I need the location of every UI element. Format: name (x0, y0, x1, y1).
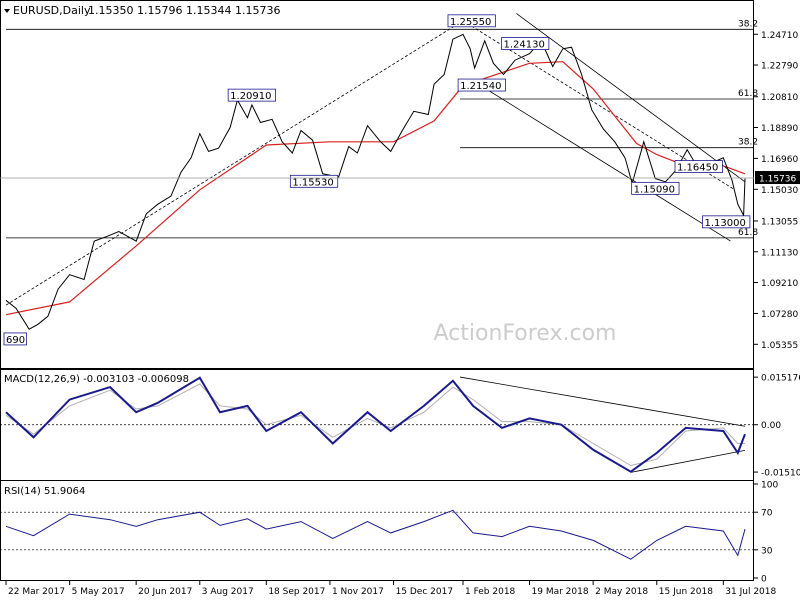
macd-main-line (5, 376, 746, 473)
level-label: 1.13000 (705, 218, 746, 229)
macd-tick-label: 0.00 (761, 421, 781, 431)
time-tick-label: 1 Feb 2018 (465, 587, 516, 597)
level-label-box (501, 37, 550, 50)
price-tick-label: 1.20810 (761, 93, 798, 103)
time-tick-label: 15 Dec 2017 (396, 587, 454, 597)
time-axis: 22 Mar 2017 5 May 2017 20 Jun 2017 3 Aug 20… (5, 581, 777, 597)
price-axis: 1.24710 1.22790 1.20810 1.18890 1.16960 1.150… (754, 31, 798, 351)
current-price-marker: 1.15736 (0, 171, 800, 185)
price-level-labels: 1.25550 1.24130 1.21540 1.20910 1.15530 1.150… (3, 14, 751, 346)
current-price-label: 1.15736 (759, 175, 796, 185)
price-panel-frame (0, 0, 754, 369)
macd-axis: 0.015176 0.00 -0.015109 (0, 374, 800, 479)
level-label: 1.24130 (503, 40, 544, 51)
macd-trend-line (630, 450, 746, 473)
price-tick-label: 1.13055 (761, 217, 798, 227)
level-label: 1.20910 (230, 91, 271, 102)
level-label-box (447, 14, 496, 28)
time-tick-label: 3 Aug 2017 (202, 587, 254, 597)
macd-tick-label: -0.015109 (761, 469, 800, 479)
level-label-box (674, 160, 723, 173)
time-tick-label: 1 Nov 2017 (332, 587, 384, 597)
current-price-box (755, 171, 800, 185)
level-label: 1.15530 (292, 177, 333, 188)
rsi-label: RSI(14) 51.9064 (4, 486, 85, 497)
level-label: 1.21540 (460, 81, 501, 92)
price-tick-label: 1.11130 (761, 248, 798, 258)
rsi-tick-label: 100 (761, 481, 778, 491)
price-tick-label: 1.16960 (761, 155, 798, 165)
macd-label: MACD(12,26,9) -0.003103 -0.006098 (4, 374, 189, 385)
trend-line (472, 80, 731, 242)
fib-level-label: 61.8 (738, 89, 758, 99)
time-tick-label: 2 May 2018 (595, 587, 648, 597)
fib-level-label: 38.2 (738, 138, 758, 148)
level-label-box (702, 215, 751, 229)
ohlc-values: 1.15350 1.15796 1.15344 1.15736 (88, 4, 280, 17)
price-tick-label: 1.15030 (761, 186, 798, 196)
rsi-line (5, 509, 746, 560)
rsi-tick-label: 0 (761, 575, 767, 585)
fib-level-label: 38.2 (738, 19, 758, 29)
rsi-axis: 100 70 30 0 (0, 481, 778, 585)
fib-level-label: 61.8 (738, 228, 758, 238)
time-tick-label: 31 Jul 2018 (725, 587, 776, 597)
rsi-tick-label: 30 (761, 546, 773, 556)
level-label-box (227, 88, 276, 102)
rsi-panel-frame (0, 480, 754, 581)
watermark: ActionForex.com (434, 321, 617, 346)
level-label: 1.16450 (677, 163, 718, 174)
macd-tick-label: 0.015176 (761, 374, 800, 384)
level-label: 1.15090 (634, 184, 675, 195)
trend-line (516, 13, 746, 183)
time-tick-label: 19 Mar 2018 (532, 587, 589, 597)
time-tick-label: 18 Sep 2017 (268, 587, 325, 597)
price-line (5, 33, 746, 330)
header: EURUSD,Daily 1.15350 1.15796 1.15344 1.1… (4, 4, 280, 17)
level-label-box (457, 78, 506, 92)
level-label: 690 (6, 335, 25, 346)
macd-trend-line (460, 376, 746, 427)
time-tick-label: 15 Jun 2018 (659, 587, 713, 597)
time-tick-label: 20 Jun 2017 (138, 587, 192, 597)
symbol-label: EURUSD,Daily (13, 4, 91, 17)
price-tick-label: 1.09210 (761, 279, 798, 289)
level-label-box (3, 332, 28, 346)
rsi-tick-label: 70 (761, 509, 773, 519)
level-label: 1.25550 (450, 17, 491, 28)
level-label-box (631, 181, 680, 195)
trend-line (5, 20, 464, 306)
time-tick-label: 5 May 2017 (72, 587, 125, 597)
macd-trend-lines (460, 376, 746, 473)
fibonacci-levels: 38.2 61.8 38.2 61.8 (6, 19, 758, 239)
price-tick-label: 1.24710 (761, 31, 798, 41)
price-tick-label: 1.22790 (761, 62, 798, 72)
dropdown-triangle-icon (4, 9, 10, 13)
time-tick-label: 22 Mar 2017 (8, 587, 65, 597)
macd-signal-line (5, 383, 745, 467)
price-tick-label: 1.07280 (761, 310, 798, 320)
price-tick-label: 1.18890 (761, 124, 798, 134)
price-tick-label: 1.05355 (761, 341, 798, 351)
